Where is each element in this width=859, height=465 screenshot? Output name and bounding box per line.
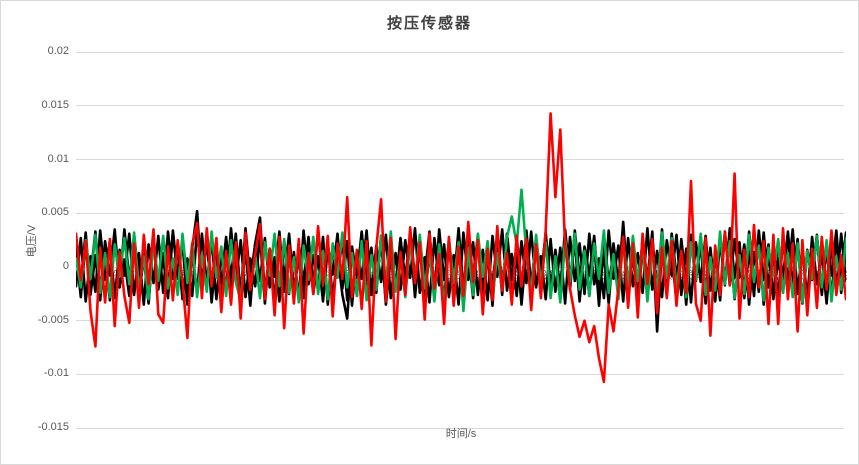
y-tick-label: -0.005	[37, 313, 69, 326]
y-axis-title: 电压/V	[26, 224, 38, 258]
x-axis-title: 时间/s	[445, 428, 477, 440]
gridline	[76, 427, 844, 429]
y-tick-label: 0	[62, 260, 69, 272]
y-tick-label: -0.015	[37, 421, 69, 434]
plot-area	[76, 112, 846, 384]
y-tick-label: 0.005	[41, 206, 69, 219]
gridline	[76, 373, 844, 375]
gridline	[76, 105, 844, 107]
gridline	[76, 320, 844, 322]
chart-title: 按压传感器	[386, 15, 472, 32]
series-red	[76, 112, 846, 384]
y-tick-label: 0.015	[41, 98, 69, 111]
gridline	[76, 51, 844, 53]
gridline	[76, 212, 844, 214]
y-tick-label: 0.02	[47, 45, 69, 58]
y-tick-label: -0.01	[43, 367, 69, 380]
gridline	[76, 159, 844, 161]
y-tick-label: 0.01	[47, 152, 69, 165]
